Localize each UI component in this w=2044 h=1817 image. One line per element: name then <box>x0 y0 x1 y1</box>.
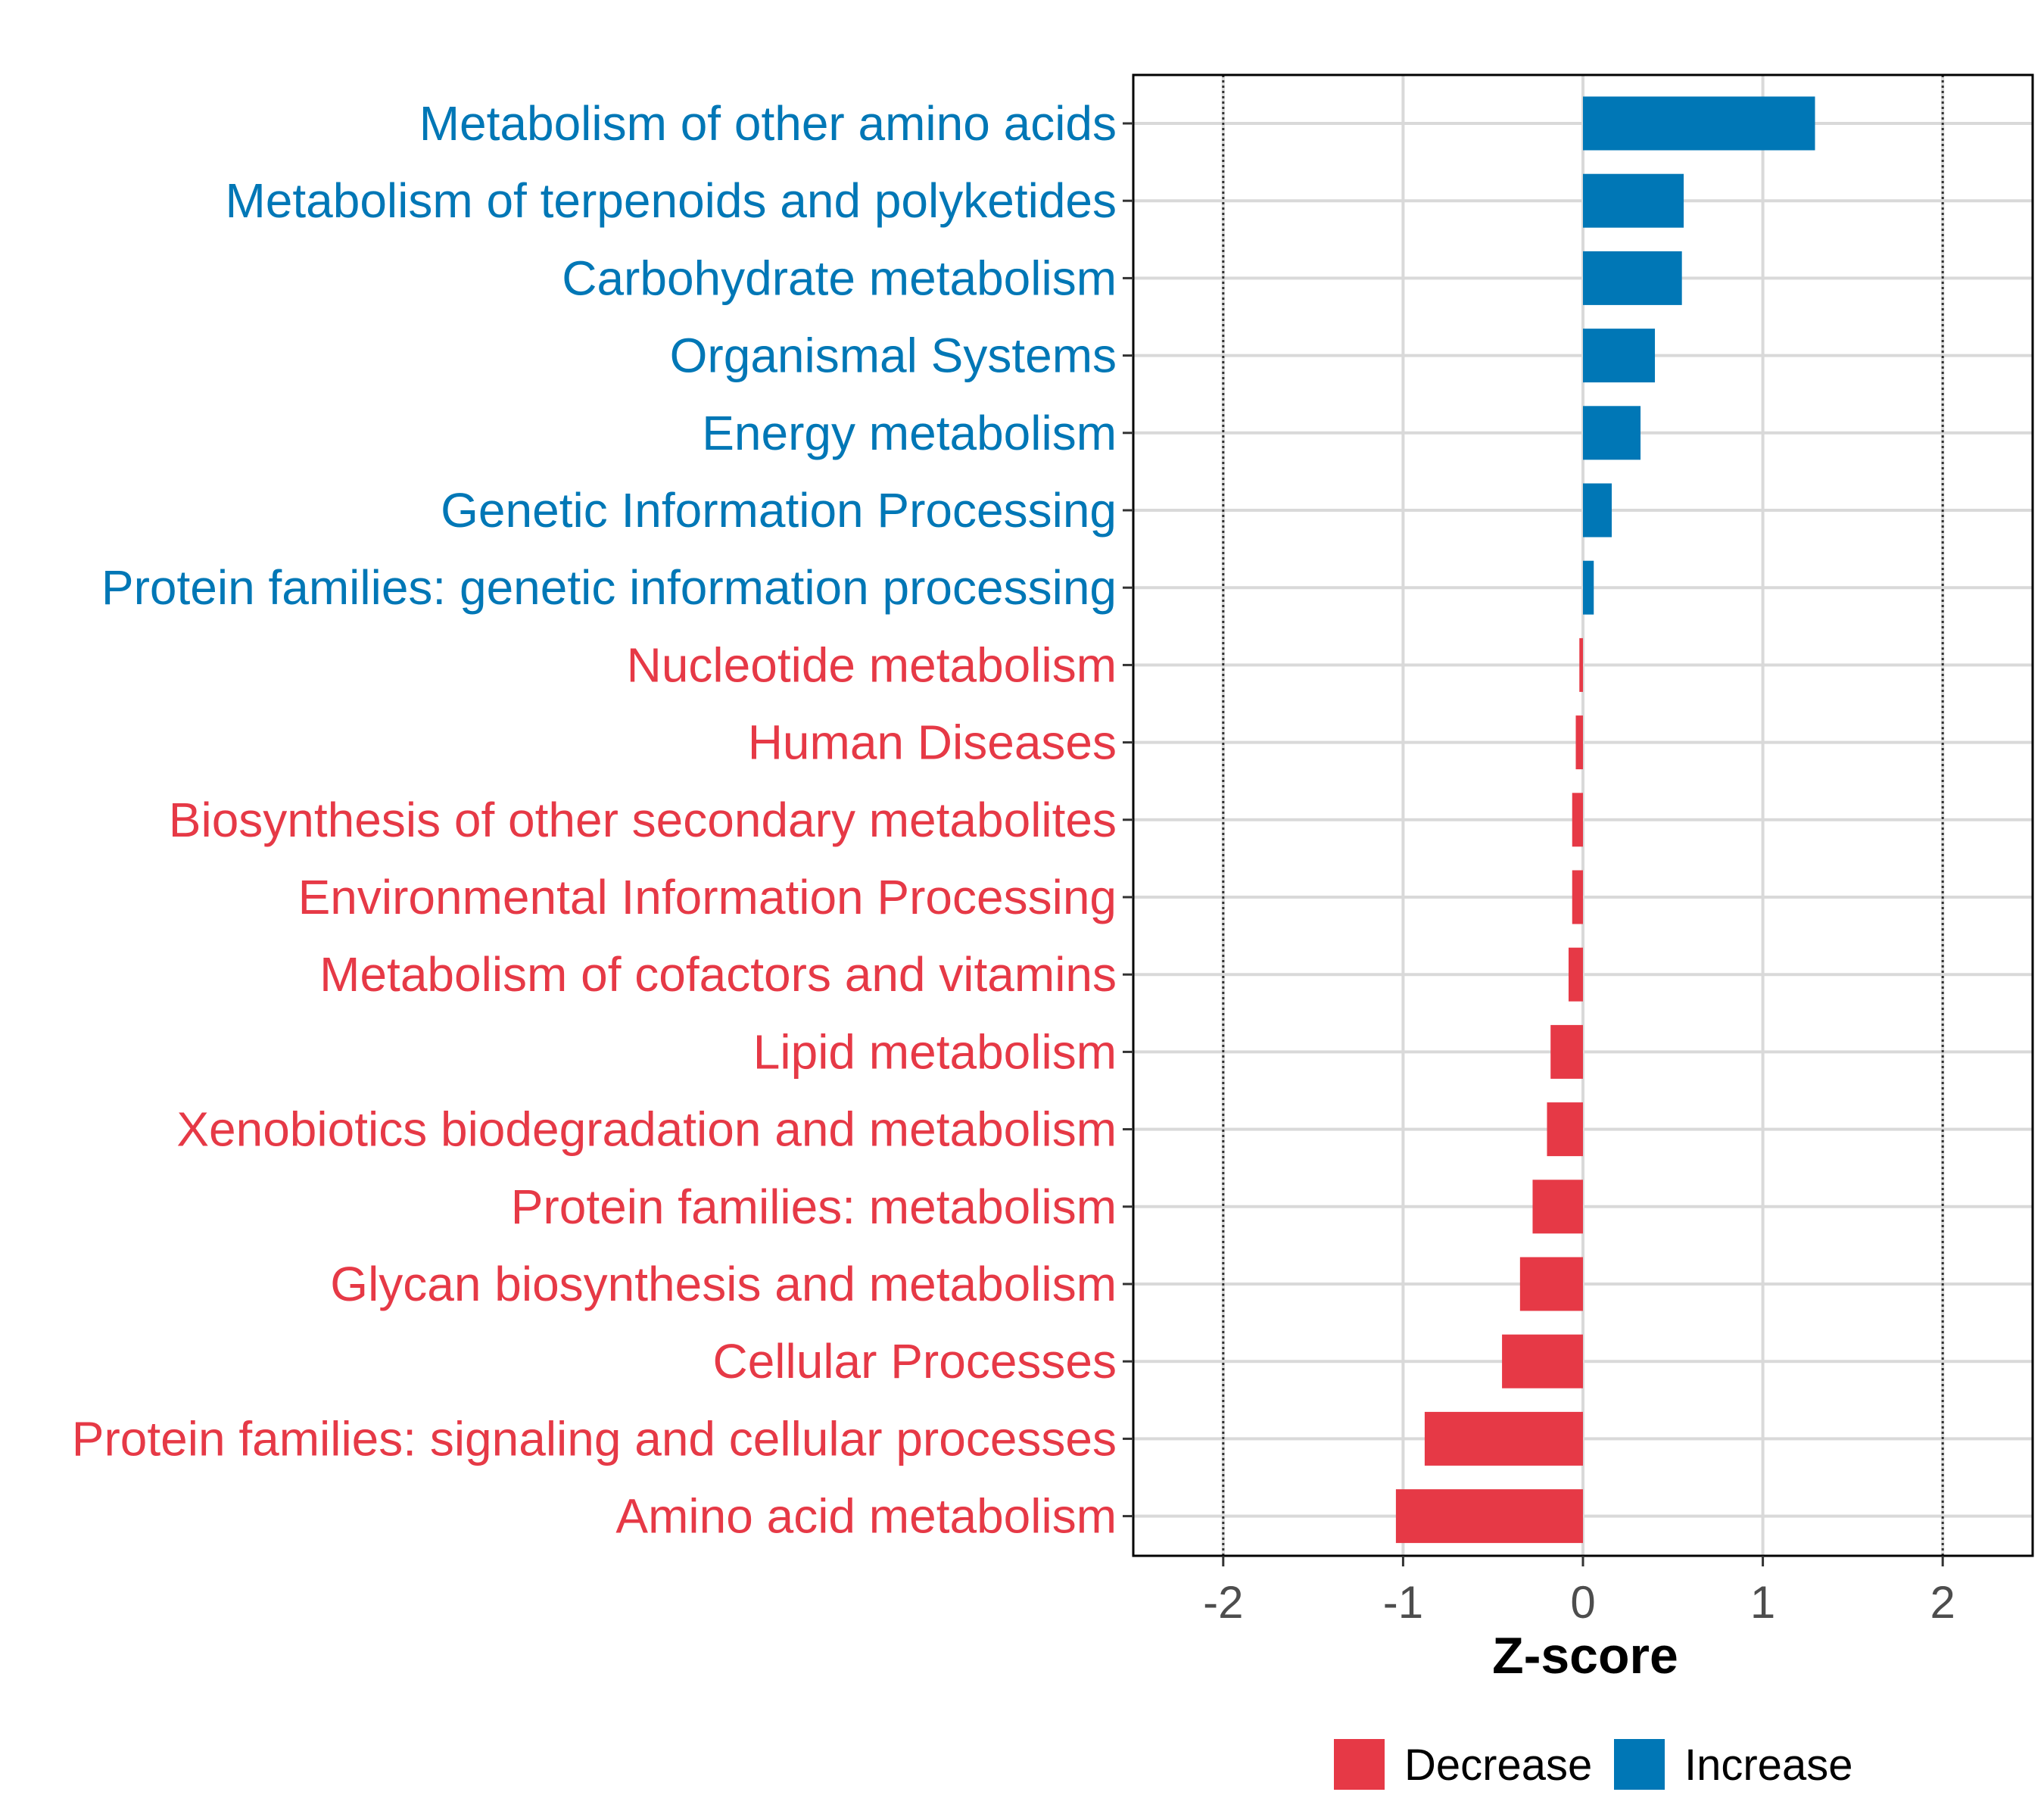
bar <box>1395 1489 1583 1544</box>
category-labels: Metabolism of other amino acids Metabolis… <box>72 96 1117 1544</box>
category-label: Amino acid metabolism <box>615 1489 1117 1544</box>
x-tick-label: -1 <box>1383 1577 1423 1628</box>
legend-label-decrease: Decrease <box>1404 1741 1592 1790</box>
bar <box>1583 96 1815 151</box>
category-label: Genetic Information Processing <box>441 483 1117 538</box>
bar <box>1568 947 1583 1002</box>
legend: Decrease Increase <box>1334 1739 1852 1790</box>
bar <box>1572 793 1583 847</box>
category-label: Xenobiotics biodegradation and metabolis… <box>176 1102 1117 1157</box>
category-label: Glycan biosynthesis and metabolism <box>330 1257 1117 1311</box>
bar <box>1579 637 1583 692</box>
bar <box>1424 1411 1583 1466</box>
x-tick-label: 1 <box>1750 1577 1775 1628</box>
x-axis-ticks: -2 -1 0 1 2 <box>1203 1556 1955 1628</box>
x-tick-label: 0 <box>1570 1577 1595 1628</box>
category-label: Protein families: genetic information pr… <box>101 560 1117 615</box>
bar <box>1583 560 1594 615</box>
category-label: Organismal Systems <box>670 329 1117 383</box>
x-axis-title: Z-score <box>1492 1627 1678 1685</box>
category-label: Environmental Information Processing <box>298 870 1117 924</box>
x-tick-label: 2 <box>1930 1577 1955 1628</box>
bar <box>1583 483 1612 538</box>
bar <box>1550 1024 1583 1079</box>
bar <box>1583 406 1641 460</box>
bar <box>1519 1257 1583 1311</box>
category-label: Energy metabolism <box>702 406 1117 460</box>
bar <box>1583 329 1656 383</box>
category-label: Nucleotide metabolism <box>627 637 1117 692</box>
legend-swatch-decrease <box>1334 1739 1385 1790</box>
category-label: Human Diseases <box>748 715 1117 770</box>
bar <box>1572 870 1583 924</box>
legend-label-increase: Increase <box>1684 1741 1852 1790</box>
category-label: Cellular Processes <box>712 1334 1117 1388</box>
category-label: Protein families: metabolism <box>511 1180 1117 1234</box>
category-label: Biosynthesis of other secondary metaboli… <box>169 793 1117 847</box>
bar <box>1502 1334 1583 1388</box>
legend-swatch-increase <box>1614 1739 1665 1790</box>
category-label: Metabolism of terpenoids and polyketides <box>225 173 1117 228</box>
category-label: Lipid metabolism <box>753 1024 1117 1079</box>
x-tick-label: -2 <box>1203 1577 1243 1628</box>
category-label: Protein families: signaling and cellular… <box>72 1411 1117 1466</box>
y-axis-ticks <box>1123 122 1133 1518</box>
category-label: Metabolism of other amino acids <box>419 96 1117 151</box>
category-label: Metabolism of cofactors and vitamins <box>319 947 1117 1002</box>
category-label: Carbohydrate metabolism <box>562 251 1117 305</box>
bar <box>1575 715 1583 770</box>
bar <box>1547 1102 1583 1157</box>
bar <box>1583 251 1682 305</box>
bars <box>1395 96 1815 1544</box>
bar <box>1583 173 1684 228</box>
bar <box>1532 1180 1583 1234</box>
